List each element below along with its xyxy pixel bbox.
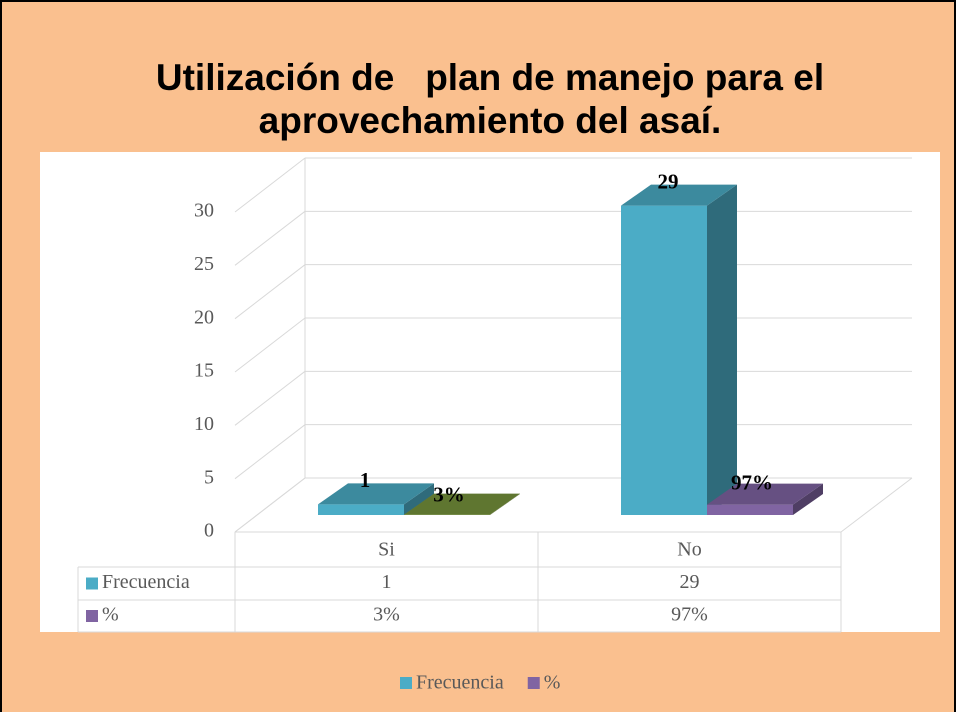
grid-line [234,210,306,266]
grid-line [234,424,306,480]
data-label: 29 [658,169,679,193]
plot-area [40,152,940,632]
bar [318,483,434,515]
table-cell: 97% [671,604,708,626]
bar-side [793,483,823,515]
chart-title: aprovechamiento del asaí. [259,100,722,141]
bar-front [707,504,793,515]
table-cell: 29 [680,571,700,593]
table-cell: 1 [382,571,392,593]
data-label: 1 [360,468,371,492]
y-tick-label: 5 [204,466,214,488]
y-tick-label: 20 [194,306,214,328]
floor-edge [840,477,913,533]
bar-side [404,483,434,515]
legend-label: % [544,672,561,694]
legend-key [86,577,98,590]
grid-line [234,317,306,373]
table-header: No [677,539,701,561]
table-row-label: % [102,604,119,626]
bar [707,483,823,515]
y-tick-label: 15 [194,360,214,382]
y-tick-label: 25 [194,253,214,275]
grid-line [234,477,306,533]
table-row-label: Frecuencia [102,571,190,593]
bar-top [707,483,823,505]
legend-key [400,677,412,689]
y-tick-label: 30 [194,200,214,222]
bar-top [404,493,520,515]
legend-label: Frecuencia [416,672,504,694]
bar-front [318,504,404,515]
y-tick-label: 0 [204,520,214,542]
bar-top [621,184,737,206]
grid-line [234,157,306,213]
bar-top [318,483,434,505]
legend-key [86,610,98,622]
data-label: 3% [433,482,465,506]
bar-side [490,493,520,515]
legend-key [527,677,540,689]
chart-title: Utilización de plan de manejo para el [156,57,824,98]
bar [404,493,520,515]
bar [621,184,737,515]
grid-line [234,264,306,320]
y-tick-label: 10 [194,413,214,435]
bar-front [621,205,707,515]
grid-line [234,370,306,426]
bar-side [707,184,737,515]
table-header: Si [378,539,395,561]
table-cell: 3% [373,604,400,626]
data-label: 97% [731,470,773,494]
